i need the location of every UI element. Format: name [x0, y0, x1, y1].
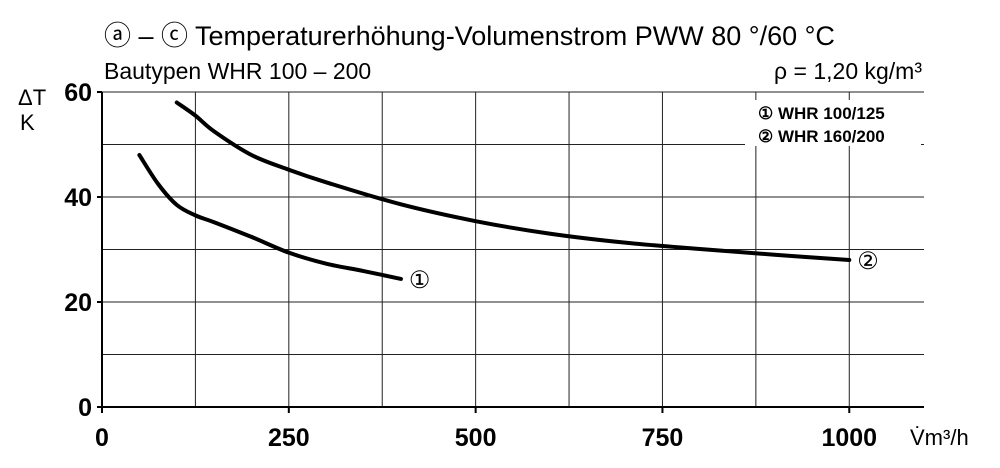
series-lines [137, 100, 852, 281]
chart-subtitle: Bautypen WHR 100 – 200 [104, 58, 371, 84]
legend-entry-1: ① WHR 100/125 [758, 104, 885, 123]
y-tick-label: 0 [78, 394, 92, 422]
y-tick-label: 20 [64, 289, 92, 317]
axes [101, 92, 924, 408]
series-line-2 [174, 100, 852, 262]
series-end-marker-2: ② [857, 248, 879, 275]
chart-title: ⓐ – ⓒ Temperaturerhöhung-Volumenstrom PW… [104, 21, 835, 51]
y-tick-label: 60 [64, 79, 92, 107]
x-tick-label: 500 [455, 424, 497, 452]
legend-background [745, 100, 921, 146]
y-tick-label: 40 [64, 184, 92, 212]
legend-entry-2: ② WHR 160/200 [758, 127, 885, 146]
series-end-marker-1: ① [409, 267, 431, 294]
x-tick-label: 0 [95, 424, 109, 452]
x-tick-label: 1000 [821, 424, 877, 452]
series-line-1 [137, 153, 403, 281]
y-axis-label: ΔT [18, 85, 46, 110]
y-axis-unit: K [20, 110, 35, 135]
tick-labels: 0 250 500 750 1000 0 20 40 60 [64, 79, 877, 452]
x-tick-label: 250 [268, 424, 310, 452]
x-tick-label: 750 [642, 424, 684, 452]
x-axis-label: V̇m³/h [910, 425, 969, 450]
density-annotation: ρ = 1,20 kg/m³ [774, 58, 922, 84]
series-markers: ①② [409, 248, 879, 294]
